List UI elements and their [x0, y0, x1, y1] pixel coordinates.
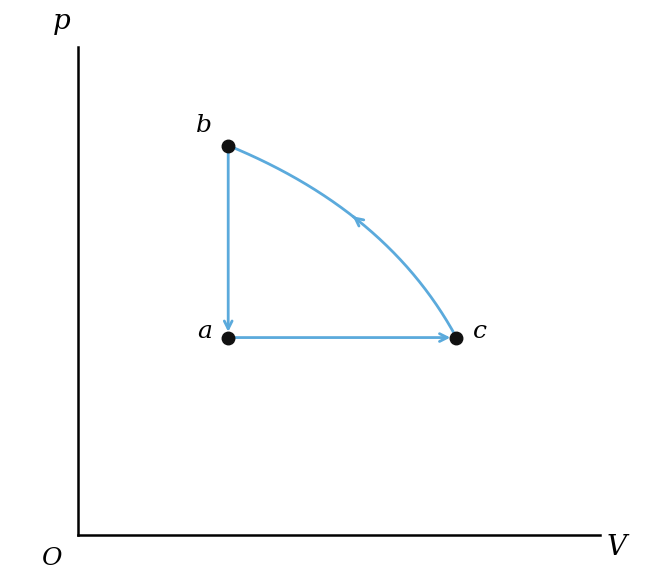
Text: V: V	[606, 534, 627, 560]
Text: a: a	[197, 320, 212, 343]
Text: c: c	[473, 320, 486, 343]
Text: O: O	[42, 547, 62, 570]
Text: p: p	[53, 8, 71, 35]
Text: b: b	[196, 113, 212, 137]
